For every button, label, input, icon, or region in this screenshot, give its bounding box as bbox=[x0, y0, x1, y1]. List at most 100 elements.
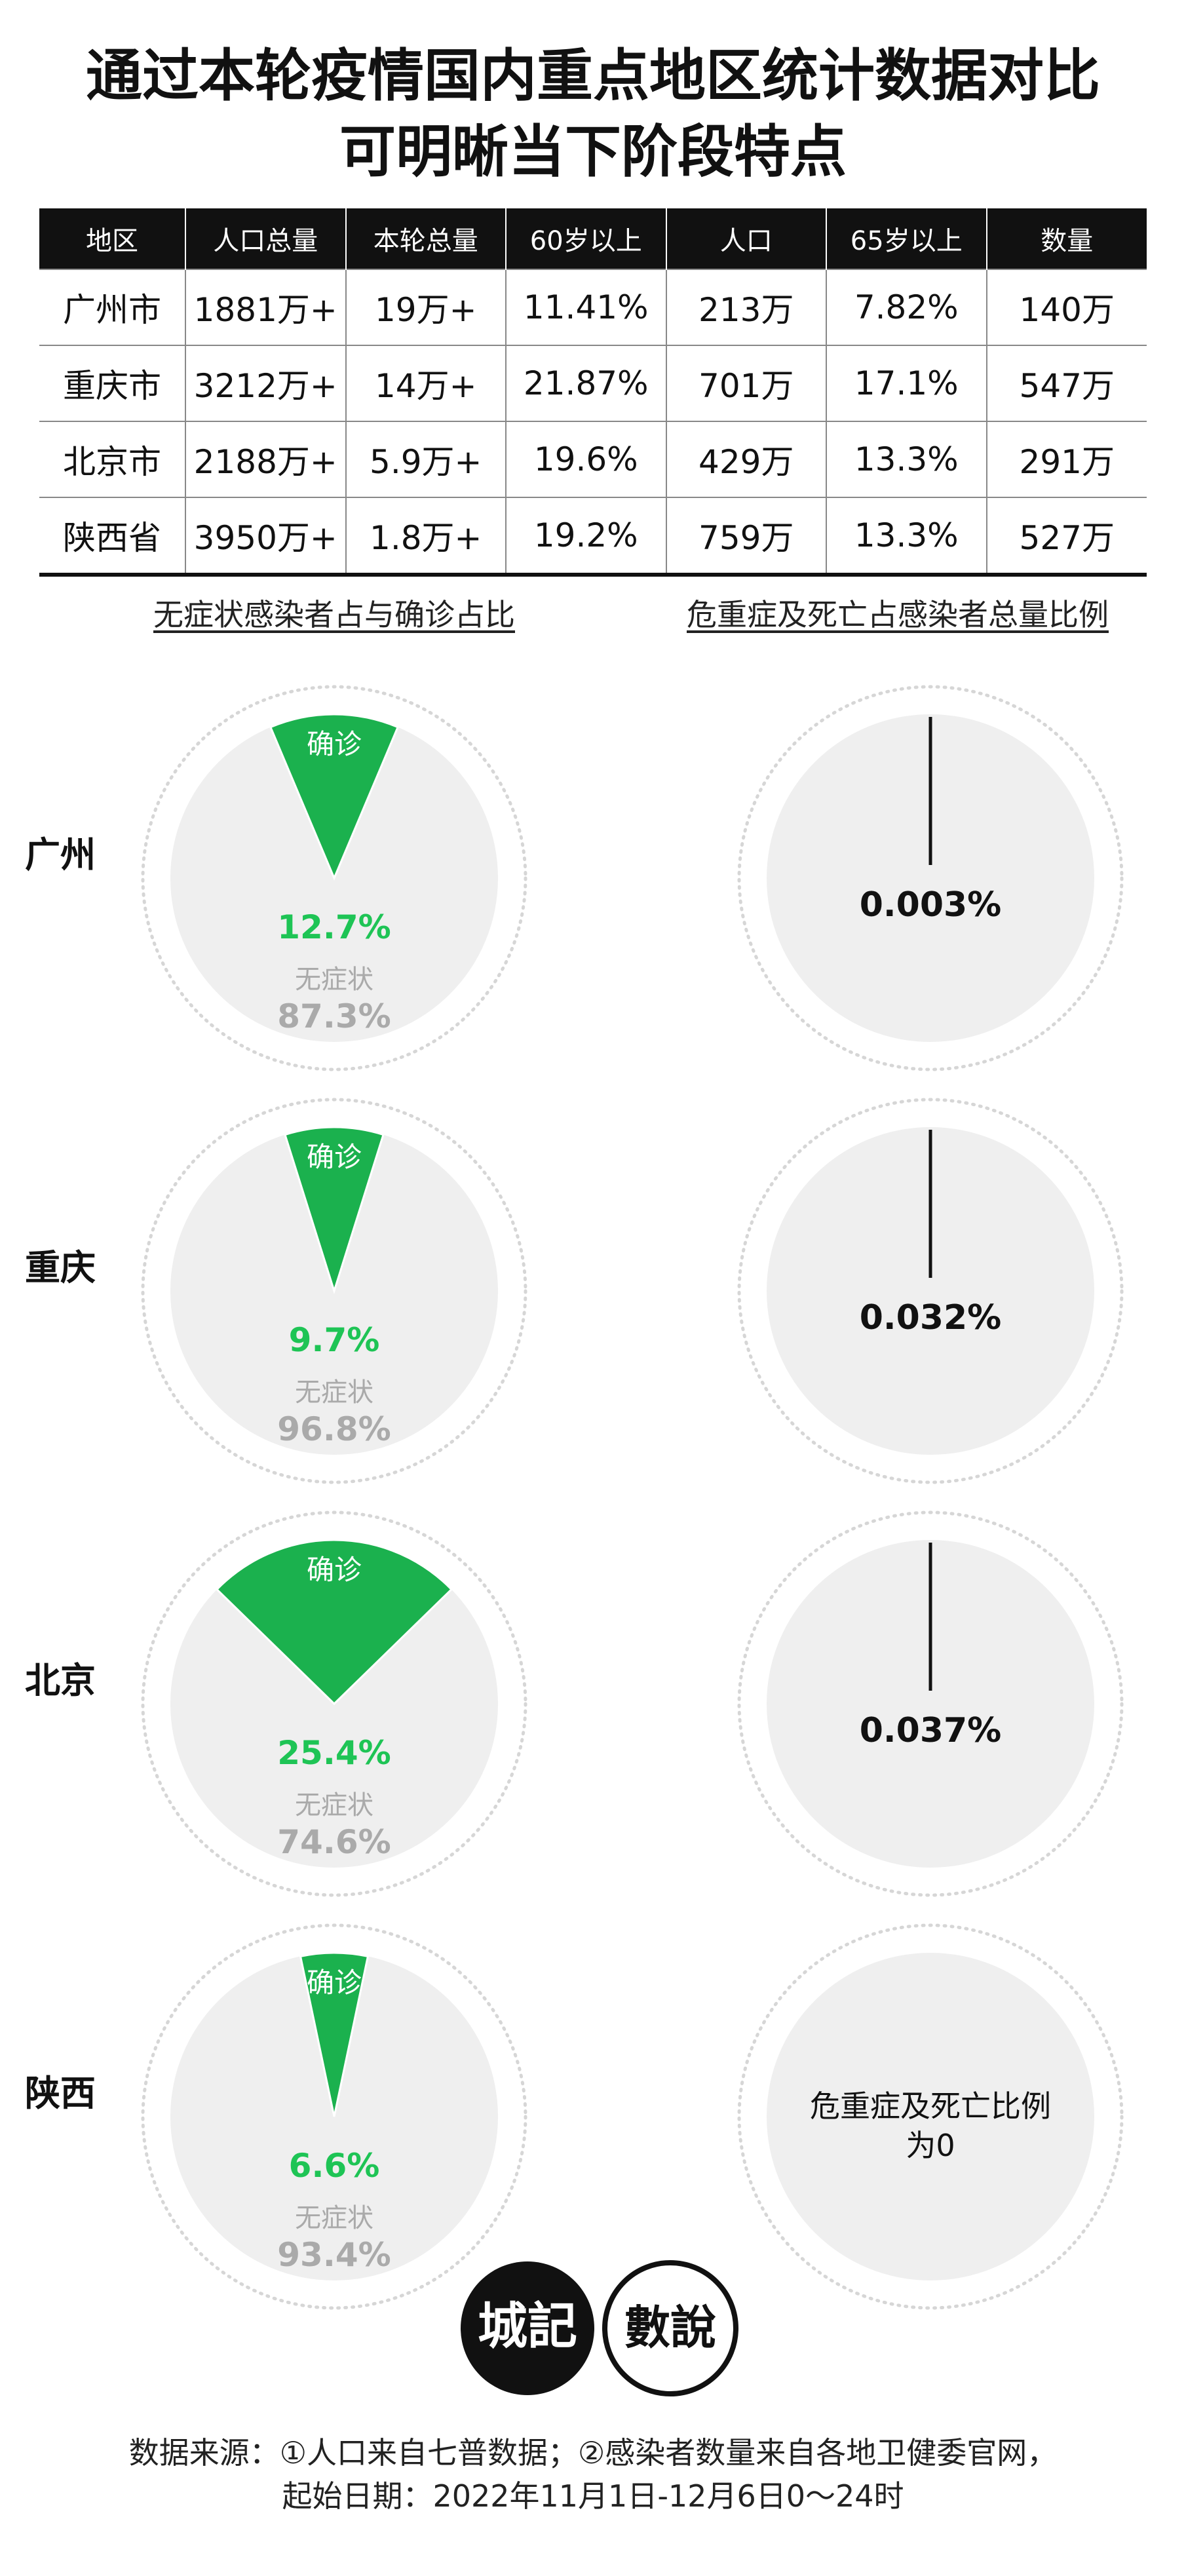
confirmed-value-label: 9.7% bbox=[289, 1321, 380, 1359]
footer-source: 数据来源：①人口来自七普数据；②感染者数量来自各地卫健委官网， bbox=[128, 2435, 1058, 2470]
severe-value-label: 0.032% bbox=[860, 1298, 1002, 1337]
page-title-line1: 通过本轮疫情国内重点地区统计数据对比 bbox=[86, 43, 1100, 109]
logo-shushuo-ring bbox=[602, 2260, 738, 2396]
table-cell: 11.41% bbox=[505, 269, 666, 345]
asymptomatic-slice-label: 无症状 bbox=[295, 2203, 373, 2233]
table-cell: 3212万+ bbox=[185, 345, 346, 421]
severe-pie-2: 0.037% bbox=[737, 1510, 1124, 1897]
pie-dotted-ring bbox=[141, 1098, 527, 1484]
table-cell: 3950万+ bbox=[185, 497, 346, 575]
asymptomatic-value-label: 96.8% bbox=[277, 1410, 391, 1448]
table-cell: 重庆市 bbox=[39, 345, 185, 421]
table-cell: 7.82% bbox=[826, 269, 987, 345]
table-cell: 1881万+ bbox=[185, 269, 346, 345]
severe-zero-label-line2: 为0 bbox=[906, 2128, 955, 2163]
confirmed-slice-label: 确诊 bbox=[307, 1967, 362, 1999]
table-header-0: 地区 bbox=[39, 208, 185, 269]
table-cell: 13.3% bbox=[826, 421, 987, 497]
severe-pie-0: 0.003% bbox=[737, 685, 1124, 1071]
table-row: 陕西省 3950万+ 1.8万+ 19.2% 759万 13.3% 527万 bbox=[39, 497, 1147, 575]
table-cell: 5.9万+ bbox=[345, 421, 506, 497]
table-cell: 广州市 bbox=[39, 269, 185, 345]
section-title-confirmed-ratio: 无症状感染者占与确诊占比 bbox=[153, 597, 515, 632]
table-cell: 759万 bbox=[665, 497, 826, 575]
logo-shushuo-text: 數說 bbox=[624, 2300, 716, 2355]
severe-pie-disk bbox=[767, 1540, 1094, 1868]
severe-pie-disk bbox=[767, 1953, 1094, 2280]
confirmed-value-label: 25.4% bbox=[277, 1734, 391, 1772]
table-cell: 140万 bbox=[985, 269, 1147, 345]
table-header-6: 数量 bbox=[985, 208, 1147, 269]
confirmed-slice bbox=[215, 1539, 453, 1706]
region-label: 重庆 bbox=[25, 1246, 96, 1288]
table-cell: 291万 bbox=[985, 421, 1147, 497]
region-label: 广州 bbox=[25, 834, 96, 875]
logo-chengji: 城記 bbox=[461, 2261, 594, 2395]
table-cell: 429万 bbox=[665, 421, 826, 497]
asymptomatic-slice-label: 无症状 bbox=[295, 1377, 373, 1408]
footer-date: 起始日期：2022年11月1日-12月6日0～24时 bbox=[282, 2478, 904, 2514]
asymptomatic-value-label: 74.6% bbox=[277, 1823, 391, 1861]
table-header-5: 65岁以上 bbox=[826, 208, 987, 269]
table-cell: 19万+ bbox=[345, 269, 506, 345]
table-cell: 19.6% bbox=[505, 421, 666, 497]
region-label: 北京 bbox=[25, 1659, 96, 1701]
pie-dotted-ring bbox=[141, 685, 527, 1071]
severe-pie-1: 0.032% bbox=[737, 1098, 1124, 1484]
confirmed-value-label: 6.6% bbox=[289, 2147, 380, 2185]
table-row: 广州市 1881万+ 19万+ 11.41% 213万 7.82% 140万 bbox=[39, 269, 1147, 345]
confirmed-slice-label: 确诊 bbox=[307, 728, 362, 760]
table-cell: 213万 bbox=[665, 269, 826, 345]
asymptomatic-value-label: 93.4% bbox=[277, 2236, 391, 2274]
page-title-line2: 可明晰当下阶段特点 bbox=[339, 119, 847, 185]
severe-pie-disk bbox=[767, 714, 1094, 1042]
table-row: 重庆市 3212万+ 14万+ 21.87% 701万 17.1% 547万 bbox=[39, 345, 1147, 421]
region-label: 陕西 bbox=[25, 2072, 96, 2114]
table-cell: 547万 bbox=[985, 345, 1147, 421]
severe-pie-disk bbox=[767, 1127, 1094, 1455]
table-header-row: 地区 人口总量 本轮总量 60岁以上 人口 65岁以上 数量 bbox=[39, 208, 1147, 269]
table-header-1: 人口总量 bbox=[185, 208, 346, 269]
pie-dotted-ring bbox=[737, 1923, 1124, 2310]
table-cell: 17.1% bbox=[826, 345, 987, 421]
asymptomatic-value-label: 87.3% bbox=[277, 997, 391, 1035]
severe-value-label: 0.037% bbox=[860, 1711, 1002, 1750]
pie-dotted-ring bbox=[141, 1923, 527, 2310]
severe-value-label: 0.003% bbox=[860, 885, 1002, 925]
confirmed-slice bbox=[284, 1126, 385, 1294]
table-cell: 陕西省 bbox=[39, 497, 185, 575]
table-header-2: 本轮总量 bbox=[345, 208, 506, 269]
table-cell: 2188万+ bbox=[185, 421, 346, 497]
asymptomatic-slice-label: 无症状 bbox=[295, 965, 373, 995]
severe-zero-label-line1: 危重症及死亡比例 bbox=[810, 2088, 1051, 2124]
pie-dotted-ring bbox=[737, 1098, 1124, 1484]
confirmed-slice-label: 确诊 bbox=[307, 1554, 362, 1586]
table-cell: 13.3% bbox=[826, 497, 987, 575]
confirmed-slice-label: 确诊 bbox=[307, 1141, 362, 1173]
table-header-3: 60岁以上 bbox=[505, 208, 666, 269]
table-body: 广州市 1881万+ 19万+ 11.41% 213万 7.82% 140万 重庆市 3212万… bbox=[39, 269, 1147, 575]
table-cell: 527万 bbox=[985, 497, 1147, 575]
table-cell: 21.87% bbox=[505, 345, 666, 421]
pie-dotted-ring bbox=[737, 1510, 1124, 1897]
logo-chengji-text: 城記 bbox=[478, 2297, 577, 2355]
confirmed-slice bbox=[269, 713, 400, 881]
table-cell: 北京市 bbox=[39, 421, 185, 497]
pie-dotted-ring bbox=[737, 685, 1124, 1071]
section-title-severe-ratio: 危重症及死亡占感染者总量比例 bbox=[687, 597, 1109, 632]
table-cell: 701万 bbox=[665, 345, 826, 421]
table-header-4: 人口 bbox=[665, 208, 826, 269]
table-cell: 19.2% bbox=[505, 497, 666, 575]
confirmed-slice bbox=[299, 1951, 370, 2117]
asymptomatic-slice-label: 无症状 bbox=[295, 1790, 373, 1820]
table-cell: 1.8万+ bbox=[345, 497, 506, 575]
stats-table: 地区 人口总量 本轮总量 60岁以上 人口 65岁以上 数量 广州市 1881万+ 19万+ 11… bbox=[39, 208, 1147, 577]
table-cell: 14万+ bbox=[345, 345, 506, 421]
table-row: 北京市 2188万+ 5.9万+ 19.6% 429万 13.3% 291万 bbox=[39, 421, 1147, 497]
logo-chengji-disk bbox=[461, 2261, 594, 2395]
